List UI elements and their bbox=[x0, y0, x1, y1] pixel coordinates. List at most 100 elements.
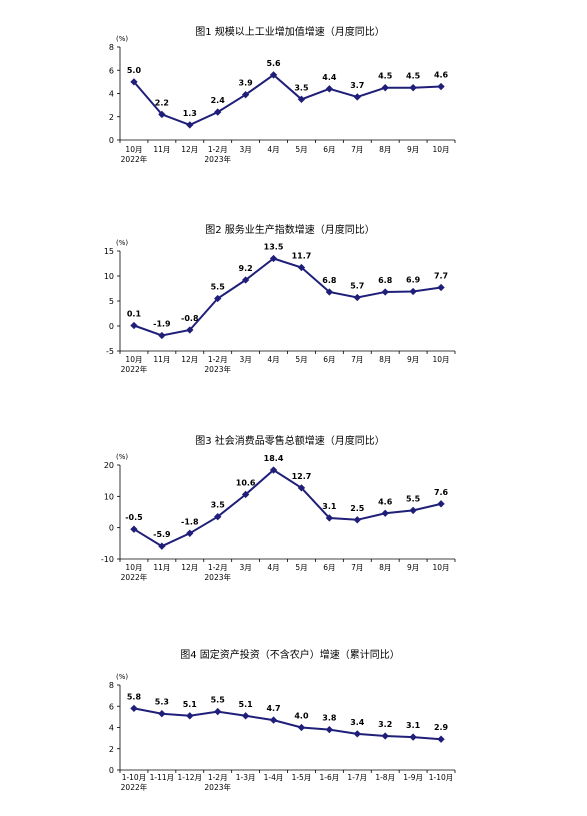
x-tick-label: 10月 bbox=[433, 355, 450, 364]
data-label: 4.5 bbox=[378, 72, 393, 81]
data-label: 5.3 bbox=[155, 698, 169, 707]
y-unit-label: (%) bbox=[116, 239, 128, 247]
x-tick-label: 1-2月 bbox=[208, 563, 228, 572]
x-tick-label: 1-2月 bbox=[208, 773, 228, 782]
x-tick-label: 7月 bbox=[351, 563, 363, 572]
x-tick-label: 4月 bbox=[267, 355, 279, 364]
data-point bbox=[437, 735, 445, 743]
data-label: 3.5 bbox=[294, 83, 309, 92]
chart-title: 图3 社会消费品零售总额增速（月度同比） bbox=[195, 434, 385, 447]
data-label: 6.8 bbox=[378, 276, 393, 285]
y-tick-label: 20 bbox=[104, 461, 114, 470]
data-point bbox=[158, 110, 166, 119]
data-point bbox=[381, 84, 389, 92]
data-label: -5.9 bbox=[153, 530, 171, 539]
data-label: 0.1 bbox=[127, 310, 142, 319]
data-label: 3.4 bbox=[350, 718, 365, 727]
y-tick-label: 8 bbox=[109, 681, 114, 690]
year-label: 2022年 bbox=[121, 154, 148, 164]
data-point bbox=[409, 287, 417, 296]
year-label: 2023年 bbox=[204, 364, 231, 374]
x-tick-label: 3月 bbox=[239, 355, 251, 364]
data-point bbox=[409, 506, 417, 515]
data-label: 6.8 bbox=[322, 276, 337, 285]
x-tick-label: 1-7月 bbox=[347, 773, 367, 782]
y-tick-label: 10 bbox=[104, 272, 114, 281]
data-point bbox=[353, 93, 361, 101]
series-line bbox=[133, 707, 442, 741]
data-label: 5.0 bbox=[127, 66, 142, 75]
data-point bbox=[353, 293, 361, 302]
x-tick-label: 11月 bbox=[153, 563, 170, 572]
x-tick-label: 7月 bbox=[351, 355, 363, 364]
data-label: 4.6 bbox=[434, 71, 449, 80]
chart-title: 图2 服务业生产指数增速（月度同比） bbox=[205, 223, 375, 236]
x-tick-label: 6月 bbox=[323, 355, 335, 364]
y-tick-label: 5 bbox=[109, 297, 114, 306]
x-tick-label: 9月 bbox=[407, 355, 419, 364]
x-tick-label: 3月 bbox=[239, 145, 251, 154]
data-point bbox=[325, 288, 334, 296]
data-point bbox=[214, 108, 222, 116]
y-tick-label: 8 bbox=[109, 43, 114, 52]
data-point bbox=[130, 78, 138, 86]
data-point bbox=[186, 121, 194, 129]
x-tick-label: 1-11月 bbox=[150, 773, 175, 782]
data-point bbox=[214, 707, 222, 716]
y-tick-label: -10 bbox=[101, 555, 114, 564]
x-tick-label: 12月 bbox=[181, 355, 198, 364]
y-tick-label: 4 bbox=[109, 724, 114, 733]
x-tick-label: 1-6月 bbox=[320, 773, 340, 782]
data-label: 3.9 bbox=[239, 79, 254, 88]
data-label: 6.9 bbox=[406, 276, 421, 285]
data-point bbox=[409, 84, 417, 92]
chart-title: 图4 固定资产投资（不含农户）增速（累计同比） bbox=[180, 648, 400, 661]
x-tick-label: 10月 bbox=[125, 563, 142, 572]
data-label: 13.5 bbox=[264, 243, 284, 252]
data-point bbox=[353, 516, 361, 524]
data-label: 1.3 bbox=[183, 109, 197, 118]
x-tick-label: 1-4月 bbox=[264, 773, 284, 782]
data-point bbox=[186, 326, 194, 334]
data-label: 18.4 bbox=[264, 454, 284, 463]
series-line bbox=[133, 257, 442, 337]
x-tick-label: 1-2月 bbox=[208, 145, 228, 154]
data-label: 7.7 bbox=[434, 272, 448, 281]
data-label: 4.6 bbox=[378, 497, 393, 506]
data-point bbox=[381, 509, 389, 517]
x-tick-label: 12月 bbox=[181, 145, 198, 154]
data-point bbox=[437, 283, 445, 292]
y-tick-label: 0 bbox=[109, 136, 114, 145]
data-point bbox=[325, 85, 334, 93]
y-tick-label: 2 bbox=[109, 113, 114, 122]
data-point bbox=[158, 331, 166, 340]
data-label: 2.5 bbox=[350, 504, 365, 513]
data-point bbox=[353, 730, 361, 738]
y-tick-label: 10 bbox=[104, 492, 114, 501]
data-point bbox=[214, 294, 222, 303]
data-point bbox=[158, 710, 166, 718]
data-point bbox=[297, 484, 306, 492]
data-label: 3.5 bbox=[211, 501, 226, 510]
x-tick-label: 1-10月 bbox=[122, 773, 147, 782]
chart-title: 图1 规模以上工业增加值增速（月度同比） bbox=[195, 25, 385, 38]
data-point bbox=[130, 525, 138, 533]
x-tick-label: 10月 bbox=[433, 563, 450, 572]
data-label: 2.9 bbox=[434, 723, 449, 732]
data-point bbox=[186, 712, 194, 720]
data-point bbox=[437, 82, 445, 91]
data-point bbox=[381, 732, 389, 740]
x-tick-label: 12月 bbox=[181, 563, 198, 572]
data-label: 5.8 bbox=[127, 692, 142, 701]
data-point bbox=[297, 263, 306, 272]
y-tick-label: 4 bbox=[109, 90, 114, 99]
data-point bbox=[241, 276, 250, 284]
data-point bbox=[381, 288, 389, 296]
data-label: 5.5 bbox=[211, 283, 226, 292]
y-tick-label: 0 bbox=[109, 322, 114, 331]
data-point bbox=[214, 513, 222, 521]
x-tick-label: 1-10月 bbox=[429, 773, 454, 782]
data-label: -1.8 bbox=[181, 517, 199, 526]
data-label: 3.1 bbox=[406, 721, 421, 730]
x-tick-label: 1-9月 bbox=[403, 773, 423, 782]
